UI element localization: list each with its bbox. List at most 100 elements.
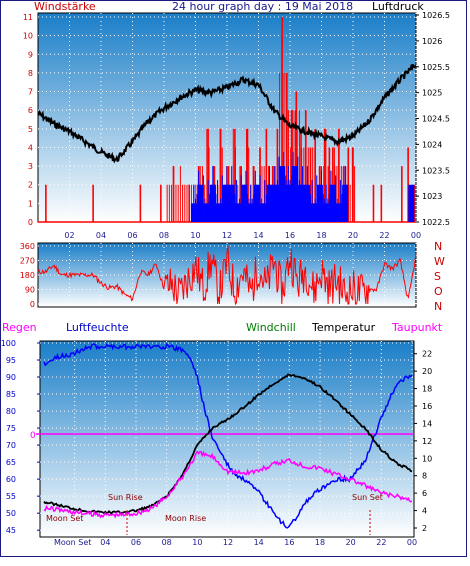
climate-x-tick: 08 [162,538,172,547]
humidity-y-tick: 45 [6,526,16,535]
climate-x-tick: 04 [100,538,110,547]
temperatur-label: Temperatur [311,321,376,334]
temperature-series [43,373,413,515]
wind-y-tick: 5 [28,125,33,134]
pressure-y-tick: 1022.5 [422,218,450,227]
astro-annotation: Sun Set [352,493,383,502]
compass-label: O [434,285,443,298]
header-left-title: Windstärke [34,0,96,13]
climate-x-tick: 12 [223,538,233,547]
temperature-y-tick: 16 [422,402,432,411]
pressure-y-tick: 1025 [422,89,442,98]
wind-y-tick: 11 [23,13,33,22]
climate-x-tick: 22 [376,538,386,547]
dewpoint-series [43,450,413,519]
wind-y-tick: 8 [28,69,33,78]
pressure-y-tick: 1023.5 [422,166,450,175]
direction-y-tick: 360 [20,242,35,251]
climate-x-tick: 18 [315,538,325,547]
wind-x-tick: 16 [285,231,295,240]
astro-annotation: Moon Rise [165,514,206,523]
climate-x-tick: 16 [284,538,294,547]
windchill-label: Windchill [246,321,296,334]
humidity-y-tick: 95 [6,356,16,365]
wind-y-tick: 0 [28,218,33,227]
climate-x-tick: Moon Set [54,538,91,547]
humidity-y-tick: 70 [6,441,16,450]
compass-label: N [434,300,442,313]
wind-x-tick: 08 [159,231,169,240]
climate-x-tick: 14 [254,538,264,547]
compass-label: S [434,270,441,283]
humidity-y-tick: 60 [6,475,16,484]
temperature-y-tick: 14 [422,419,432,428]
temperature-y-tick: 22 [422,350,432,359]
wind-x-tick: 20 [348,231,358,240]
wind-y-tick: 4 [28,143,33,152]
direction-y-tick: 0 [30,300,35,309]
wind-x-tick: 04 [96,231,106,240]
temperature-y-tick: 12 [422,437,432,446]
wind-y-tick: 10 [23,32,33,41]
wind-y-tick: 9 [28,50,33,59]
climate-x-tick: 00 [407,538,417,547]
wind-y-tick: 7 [28,88,33,97]
wind-x-tick: 06 [127,231,137,240]
wind-x-tick: 22 [379,231,389,240]
humidity-y-tick: 90 [6,373,16,382]
direction-y-tick: 90 [25,286,35,295]
wind-y-tick: 1 [28,199,33,208]
wind-x-tick: 14 [253,231,263,240]
temperature-y-tick: 2 [422,524,427,533]
panel-humidity-temperature [39,340,415,538]
wind-x-tick: 00 [411,231,421,240]
temperature-y-tick: 4 [422,507,427,516]
temperature-y-tick: 6 [422,489,427,498]
pressure-y-tick: 1026.5 [422,11,450,20]
wind-y-tick: 6 [28,106,33,115]
temperature-y-tick: 18 [422,385,432,394]
wind-x-tick: 02 [64,231,74,240]
luftfeuchte-label: Luftfeuchte [66,321,129,334]
humidity-y-tick: 85 [6,390,16,399]
header-center-title: 24 hour graph day : 19 Mai 2018 [172,0,353,13]
direction-y-axis-labels: 0 90 180 270 360 [20,242,35,309]
pressure-y-tick: 1024 [422,140,442,149]
wind-y-tick: 2 [28,181,33,190]
climate-lines [43,343,413,529]
direction-y-tick: 180 [20,271,35,280]
header-right-title: Luftdruck [372,0,424,13]
humidity-y-tick: 100 [1,339,16,348]
wind-mean-bars [190,152,415,222]
temperature-y-axis-labels: 2 4 6 8 10 12 14 16 18 20 22 [414,350,432,533]
humidity-y-tick: 75 [6,424,16,433]
temperature-y-tick: 20 [422,367,432,376]
wind-y-tick: 3 [28,162,33,171]
temperature-y-tick: 8 [422,472,427,481]
humidity-series [43,343,413,529]
astro-annotation: Moon Set [46,514,83,523]
wind-x-tick: 12 [222,231,232,240]
rain-value-label: 0 [30,431,36,441]
taupunkt-label: Taupunkt [391,321,443,334]
humidity-y-tick: 55 [6,492,16,501]
humidity-y-tick: 65 [6,458,16,467]
pressure-line [37,63,417,164]
wind-direction-line [37,246,417,306]
direction-y-tick: 270 [20,257,35,266]
regen-label: Regen [2,321,37,334]
pressure-y-tick: 1025.5 [422,63,450,72]
temperature-y-tick: 10 [422,454,432,463]
astro-annotations: Moon Set Sun Rise Moon Rise Sun Set [46,493,383,535]
climate-x-tick: 20 [346,538,356,547]
wind-x-tick: 18 [316,231,326,240]
wind-x-tick: 10 [190,231,200,240]
outer-frame [0,0,467,557]
pressure-y-tick: 1026 [422,37,442,46]
wind-mean-bar [408,184,415,222]
pressure-series [37,63,417,164]
compass-label: N [434,240,442,253]
